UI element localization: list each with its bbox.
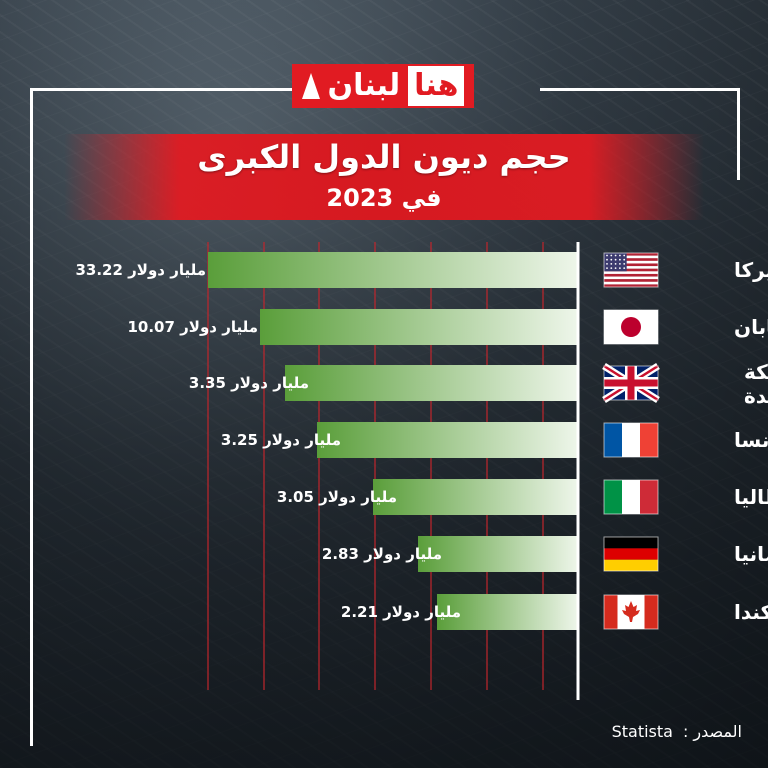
- country-labels: أميركا اليابان المملكةالمتحدة فرنسا إيطاليا أ…: [734, 256, 768, 624]
- country-label: المتحدة: [744, 384, 768, 408]
- bar: [285, 365, 578, 401]
- title-banner: [64, 134, 704, 220]
- japan-flag-icon: [603, 309, 659, 345]
- bar: [260, 309, 578, 345]
- bars: [208, 252, 578, 630]
- country-label: إيطاليا: [734, 485, 768, 509]
- value-label: مليار دولار 3.05: [277, 488, 397, 506]
- value-label: مليار دولار 10.07: [127, 318, 258, 336]
- country-label: فرنسا: [734, 428, 768, 452]
- frame-line: [30, 88, 33, 746]
- brand-logo: هنا لبنان: [291, 58, 475, 114]
- flags: [602, 252, 660, 630]
- frame-line: [540, 88, 740, 91]
- brand-logo-text-2: هنا: [408, 66, 465, 106]
- bar: [208, 252, 578, 288]
- country-label: كندا: [734, 600, 768, 624]
- value-label: مليار دولار 3.25: [221, 431, 341, 449]
- chart-title: حجم ديون الدول الكبرى: [197, 138, 571, 176]
- france-flag-icon: [603, 422, 659, 458]
- cedar-icon: [301, 73, 320, 99]
- bar: [373, 479, 578, 515]
- bar: [317, 422, 578, 458]
- source-label: المصدر :: [682, 722, 742, 741]
- value-labels: مليار دولار 33.22 مليار دولار 10.07 مليار …: [75, 261, 461, 621]
- value-label: مليار دولار 3.35: [189, 374, 309, 392]
- uk-flag-icon: [602, 363, 660, 403]
- brand-logo-box: هنا لبنان: [291, 64, 475, 108]
- brand-logo-text: لبنان: [327, 68, 401, 103]
- germany-flag-icon: [603, 536, 659, 572]
- value-label: مليار دولار 2.21: [341, 603, 461, 621]
- canada-flag-icon: [603, 594, 659, 630]
- us-flag-icon: [603, 252, 659, 288]
- source-value: Statista: [611, 722, 673, 741]
- frame-line: [30, 88, 292, 91]
- value-label: مليار دولار 33.22: [75, 261, 206, 279]
- value-label: مليار دولار 2.83: [322, 545, 442, 563]
- chart-subtitle: في 2023: [326, 184, 442, 212]
- bar: [437, 594, 578, 630]
- country-label: اليابان: [734, 315, 768, 339]
- source-note: المصدر : Statista: [612, 722, 742, 741]
- frame-line: [737, 88, 740, 180]
- country-label: ألمانيا: [734, 540, 768, 566]
- italy-flag-icon: [603, 479, 659, 515]
- country-label: المملكة: [744, 360, 768, 384]
- bar: [418, 536, 578, 572]
- country-label: أميركا: [734, 256, 768, 282]
